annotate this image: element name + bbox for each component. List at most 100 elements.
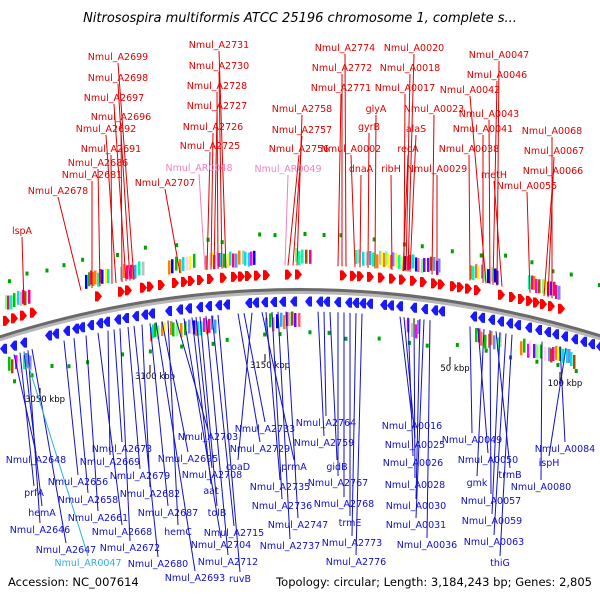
cog-tile — [229, 251, 232, 266]
leader-line — [199, 316, 218, 507]
gc-marker — [62, 263, 66, 268]
cog-tile — [355, 249, 358, 264]
gc-marker — [372, 237, 376, 242]
gene-label: Nmul_A0016 — [382, 421, 442, 432]
reverse-gene-arrow — [305, 296, 312, 307]
forward-gene-arrow — [3, 315, 10, 326]
gc-marker — [339, 233, 343, 238]
cog-tile — [430, 256, 433, 271]
cog-tile — [209, 253, 212, 268]
cog-tile — [499, 333, 502, 348]
gene-label: Nmul_A2764 — [296, 418, 356, 429]
forward-gene-arrow — [20, 310, 27, 321]
forward-gene-arrow — [438, 279, 445, 290]
reverse-gene-arrow — [223, 299, 230, 310]
gc-marker — [116, 252, 120, 257]
cog-tile — [88, 272, 91, 287]
leader-line — [409, 134, 417, 272]
gene-label: trmE — [339, 518, 362, 529]
cog-tile — [216, 251, 219, 266]
reverse-gene-arrow — [52, 328, 59, 339]
cog-tile — [29, 355, 32, 370]
forward-gene-arrow — [399, 274, 406, 285]
cog-tile — [533, 344, 536, 359]
gene-label: ribH — [381, 164, 401, 175]
forward-gene-arrow — [357, 271, 364, 282]
cog-tile — [176, 322, 179, 337]
reverse-gene-arrow — [387, 300, 394, 311]
forward-gene-arrow — [30, 307, 37, 318]
cog-tile — [411, 323, 414, 338]
leader-line — [468, 154, 471, 281]
cog-tile — [97, 272, 100, 287]
reverse-gene-arrow — [96, 318, 103, 329]
leader-line — [317, 311, 325, 437]
gene-label: Nmul_A0036 — [397, 540, 457, 551]
cog-tile — [538, 279, 541, 294]
reverse-gene-arrow — [132, 311, 139, 322]
reverse-gene-arrow — [352, 297, 359, 308]
reverse-gene-arrow — [176, 304, 183, 315]
leader-line — [337, 93, 342, 267]
forward-gene-arrow — [197, 274, 204, 285]
cog-tile — [488, 333, 491, 348]
gene-label: Nmul_A0063 — [464, 537, 524, 548]
gene-label: lspA — [12, 226, 33, 237]
reverse-gene-arrow — [345, 297, 352, 308]
gene-label: Nmul_A2648 — [6, 455, 66, 466]
gc-marker — [535, 359, 539, 364]
leader-line — [161, 321, 189, 453]
gene-label: Nmul_A2731 — [189, 40, 249, 51]
leader-line — [237, 313, 261, 443]
gc-marker — [530, 260, 534, 265]
gene-label: Nmul_A0017 — [375, 83, 435, 94]
leader-line — [495, 331, 511, 469]
forward-gene-arrow — [95, 291, 102, 302]
reverse-gene-arrow — [571, 334, 578, 345]
leader-line — [85, 335, 99, 512]
cog-tile — [544, 346, 547, 361]
leader-line — [399, 316, 413, 420]
gene-label: Nmul_A0030 — [386, 501, 446, 512]
leader-line — [367, 132, 370, 268]
gc-marker — [220, 240, 224, 245]
cog-tile — [289, 312, 292, 327]
cog-tile — [493, 335, 496, 350]
gc-marker — [50, 363, 54, 368]
leader-line — [73, 338, 89, 494]
cog-tile — [211, 252, 214, 267]
leader-line — [27, 350, 41, 524]
reverse-gene-arrow — [165, 305, 172, 316]
gene-label: Nmul_A2756 — [269, 144, 329, 155]
forward-gene-arrow — [220, 272, 227, 283]
leader-line — [21, 236, 25, 306]
gene-label: Nmul_A0041 — [453, 124, 513, 135]
cog-tile — [10, 295, 13, 310]
gc-marker — [30, 373, 34, 378]
reverse-gene-arrow — [334, 297, 341, 308]
cog-tile — [415, 324, 418, 339]
forward-gene-arrow — [465, 283, 472, 294]
cog-tile — [305, 249, 308, 264]
cog-tile — [193, 320, 196, 335]
cog-tile — [195, 321, 198, 336]
gc-marker — [45, 268, 49, 273]
leader-line — [113, 329, 123, 443]
cog-tile — [484, 334, 487, 349]
cog-tile — [15, 355, 18, 370]
cog-tile — [487, 269, 490, 284]
cog-tile — [392, 252, 395, 267]
gene-label: Nmul_A0042 — [440, 85, 500, 96]
cog-tile — [214, 319, 217, 334]
cog-tile — [523, 338, 526, 353]
gene-label: Nmul_A0055 — [497, 181, 557, 192]
gene-label: Nmul_A2726 — [183, 122, 243, 133]
gene-label: Nmul_A2715 — [204, 528, 264, 539]
cog-tile — [553, 281, 556, 296]
reverse-gene-arrow — [63, 325, 70, 336]
cog-tile — [423, 257, 426, 272]
leader-line — [489, 330, 492, 495]
gene-label: Nmul_A2658 — [58, 495, 118, 506]
cog-tile — [138, 261, 141, 276]
cog-tile — [490, 330, 493, 345]
